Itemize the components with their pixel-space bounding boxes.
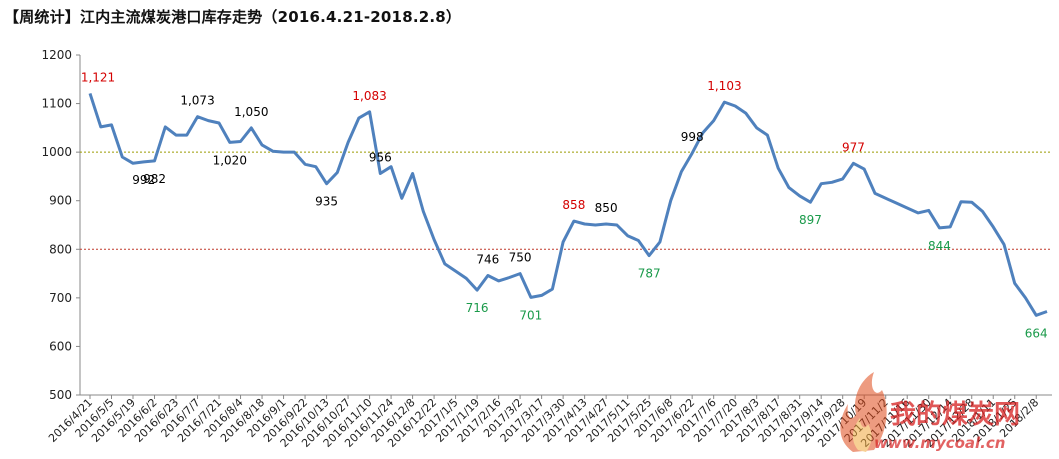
data-label: 935 (315, 195, 338, 209)
data-label: 750 (509, 251, 532, 265)
data-label: 982 (143, 172, 166, 186)
chart-axes (79, 55, 1052, 396)
data-label: 716 (466, 301, 489, 315)
series-line (88, 92, 1048, 317)
y-tick-label: 500 (49, 388, 72, 402)
y-tick-label: 900 (49, 194, 72, 208)
y-tick-label: 700 (49, 291, 72, 305)
data-label: 956 (369, 151, 392, 165)
data-label: 1,083 (352, 89, 386, 103)
y-tick-label: 800 (49, 242, 72, 256)
data-label: 1,050 (234, 105, 268, 119)
data-label: 1,073 (180, 94, 214, 108)
data-label: 664 (1025, 326, 1048, 340)
series-polyline (88, 92, 1048, 317)
data-label: 787 (638, 267, 661, 281)
reference-lines (80, 151, 1052, 250)
data-label: 998 (681, 130, 704, 144)
data-label: 1,121 (81, 70, 115, 84)
watermark-name: 我的煤炭网 (890, 399, 1020, 430)
data-label: 977 (842, 140, 865, 154)
data-label: 701 (519, 308, 542, 322)
flame-logo-icon (840, 372, 887, 452)
chart-title: 【周统计】江内主流煤炭港口库存走势（2016.4.21-2018.2.8） (4, 8, 462, 26)
y-tick-label: 1200 (41, 48, 72, 62)
y-tick-label: 1100 (41, 97, 72, 111)
data-label: 992 (132, 173, 155, 187)
watermark: 我的煤炭网 www.mycoal.cn (840, 372, 1020, 452)
data-label: 844 (928, 239, 951, 253)
y-axis-tick-labels: 500 600 700 800 900 1000 1100 1200 (41, 48, 80, 402)
data-label: 858 (562, 198, 585, 212)
data-label: 746 (476, 253, 499, 267)
y-tick-label: 1000 (41, 145, 72, 159)
data-label: 1,103 (707, 79, 741, 93)
y-tick-label: 600 (49, 339, 72, 353)
data-label: 1,020 (213, 153, 247, 167)
data-label: 850 (595, 201, 618, 215)
watermark-url: www.mycoal.cn (874, 434, 1005, 452)
data-label: 897 (799, 213, 822, 227)
